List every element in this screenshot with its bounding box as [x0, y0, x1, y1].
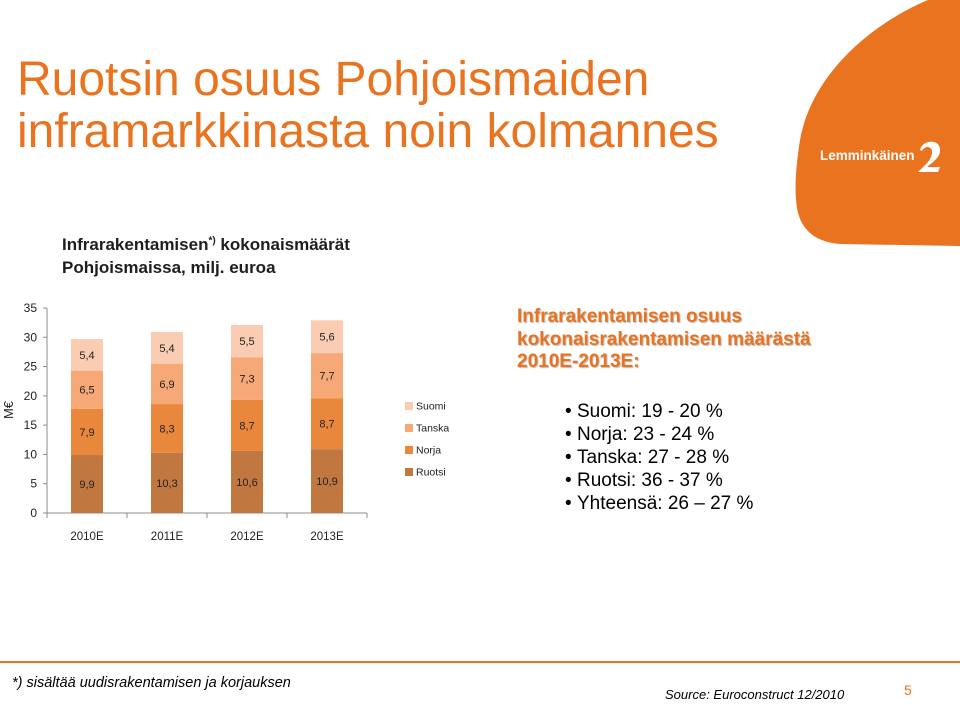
data-label: 9,9	[79, 479, 94, 491]
data-label: 10,3	[156, 478, 177, 490]
bar-segment-norja-2010e	[71, 408, 103, 456]
data-label: 5,4	[159, 343, 174, 355]
source-note: Source: Euroconstruct 12/2010	[665, 687, 845, 702]
data-label: 8,7	[239, 420, 254, 432]
y-tick-label: 0	[30, 506, 37, 520]
legend-label: Norja	[416, 445, 441, 457]
y-axis-label: M€	[1, 400, 16, 419]
bar-segment-ruotsi-2011e	[151, 452, 183, 513]
list-item-text: Norja: 23 - 24 %	[577, 424, 715, 445]
data-label: 8,3	[159, 423, 174, 435]
bar-segment-tanska-2011e	[151, 363, 183, 405]
page-number: 5	[904, 682, 912, 698]
bar-segment-ruotsi-2013e	[311, 449, 343, 513]
list-item-text: Tanska: 27 - 28 %	[577, 447, 730, 468]
legend-label: Ruotsi	[416, 467, 446, 479]
data-label: 8,7	[319, 419, 334, 431]
data-label: 5,5	[239, 336, 254, 348]
data-label: 7,3	[239, 374, 254, 386]
bar-segment-suomi-2013e	[311, 320, 343, 354]
info-heading-line-3: 2010E-2013E:	[517, 351, 640, 372]
data-label: 6,9	[159, 379, 174, 391]
bar-segment-norja-2013e	[311, 398, 343, 450]
legend-swatch-tanska	[405, 424, 413, 432]
bar-segment-norja-2011e	[151, 404, 183, 453]
legend-swatch-norja	[405, 446, 413, 454]
data-label: 10,9	[316, 476, 337, 488]
bar-segment-ruotsi-2010e	[71, 455, 103, 513]
info-heading-line-1: Infrarakentamisen osuus	[517, 306, 742, 327]
footnote: *) sisältää uudisrakentamisen ja korjauk…	[12, 675, 291, 691]
data-label: 7,7	[319, 371, 334, 383]
data-label: 5,4	[79, 350, 94, 362]
logo-background-shape	[795, 0, 960, 246]
y-tick-label: 5	[30, 477, 37, 491]
chart-title-footnote-mark: *)	[208, 235, 216, 247]
x-tick-label: 2013E	[310, 531, 344, 543]
y-tick-label: 20	[24, 389, 38, 403]
chart-title-rest: kokonaismäärät	[220, 235, 350, 254]
list-item: Ruotsi: 36 - 37 %	[565, 469, 753, 492]
bullet-icon	[565, 492, 577, 515]
swoosh-icon	[918, 141, 941, 172]
bar-segment-norja-2012e	[231, 399, 263, 451]
legend-label: Tanska	[416, 423, 449, 435]
x-tick-label: 2012E	[230, 531, 264, 543]
bar-segment-tanska-2010e	[71, 370, 103, 409]
x-tick-label: 2011E	[151, 531, 184, 543]
y-tick-label: 15	[24, 418, 38, 432]
bar-segment-tanska-2013e	[311, 353, 343, 399]
chart-bars: 9,9 7,9 6,5 5,4 10,3 8,3 6,9 5,4 10,6 8,7 7,3 5,5 10…	[71, 320, 343, 513]
slide-title-line-2: inframarkkinasta noin kolmannes	[17, 105, 719, 158]
y-tick-label: 10	[24, 447, 38, 461]
chart-title-line-1: Infrarakentamisen*) kokonaismäärät	[62, 233, 350, 256]
list-item-text: Suomi: 19 - 20 %	[577, 401, 723, 422]
company-logo: Lemminkäinen	[795, 0, 960, 246]
list-item-text: Ruotsi: 36 - 37 %	[577, 470, 723, 491]
x-tick-label: 2010E	[70, 531, 104, 543]
stacked-bar-chart: M€ 0 5 10 15 20 25 30 35 2010E 2011E 2012E 2013E 9,…	[1, 301, 449, 543]
footer-divider	[0, 661, 960, 663]
share-list: Suomi: 19 - 20 % Norja: 23 - 24 % Tanska…	[565, 400, 753, 515]
bar-segment-suomi-2012e	[231, 324, 263, 358]
chart-title-main: Infrarakentamisen	[62, 235, 209, 254]
bullet-icon	[565, 446, 577, 469]
slide-title: Ruotsin osuus Pohjoismaiden inframarkkin…	[17, 54, 719, 158]
bullet-icon	[565, 423, 577, 446]
list-item: Suomi: 19 - 20 %	[565, 400, 753, 423]
bullet-icon	[565, 400, 577, 423]
bar-segment-suomi-2011e	[151, 332, 183, 364]
chart-legend: Suomi Tanska Norja Ruotsi	[405, 401, 449, 479]
bar-segment-ruotsi-2012e	[231, 450, 263, 513]
bar-segment-tanska-2012e	[231, 357, 263, 400]
list-item: Norja: 23 - 24 %	[565, 423, 753, 446]
slide-title-line-1: Ruotsin osuus Pohjoismaiden	[17, 53, 650, 106]
legend-swatch-ruotsi	[405, 468, 413, 476]
y-tick-label: 30	[24, 330, 38, 344]
legend-swatch-suomi	[405, 402, 413, 410]
logo-text: Lemminkäinen	[820, 148, 915, 163]
data-label: 5,6	[319, 332, 334, 344]
info-heading: Infrarakentamisen osuus kokonaisrakentam…	[517, 306, 811, 374]
y-tick-label: 35	[24, 301, 38, 315]
data-label: 10,6	[236, 477, 257, 489]
bullet-icon	[565, 469, 577, 492]
data-label: 6,5	[79, 385, 94, 397]
legend-label: Suomi	[416, 401, 446, 413]
list-item: Yhteensä: 26 – 27 %	[565, 492, 753, 515]
bar-segment-suomi-2010e	[71, 339, 103, 371]
data-label: 7,9	[79, 427, 94, 439]
info-heading-line-2: kokonaisrakentamisen määrästä	[517, 328, 811, 350]
y-tick-label: 25	[24, 360, 38, 374]
list-item: Tanska: 27 - 28 %	[565, 446, 753, 469]
chart-title: Infrarakentamisen*) kokonaismäärät Pohjo…	[62, 233, 350, 279]
list-item-text: Yhteensä: 26 – 27 %	[577, 493, 754, 514]
chart-title-line-2: Pohjoismaissa, milj. euroa	[62, 258, 276, 277]
